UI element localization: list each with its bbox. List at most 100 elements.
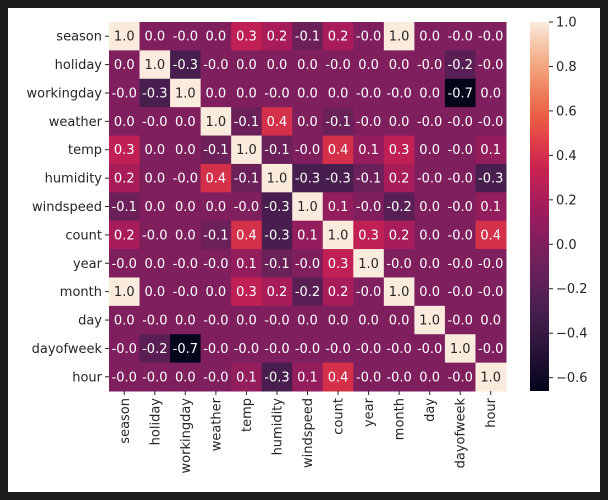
cell-value-humidity-humidity: 1.0 bbox=[267, 172, 288, 187]
heatmap-cell-hour-workingday bbox=[170, 362, 202, 392]
cell-value-temp-weather: -0.1 bbox=[203, 143, 228, 158]
cell-value-workingday-temp: 0.0 bbox=[236, 86, 257, 101]
cell-value-count-workingday: 0.0 bbox=[175, 228, 196, 243]
x-label-hour: hour bbox=[484, 397, 499, 427]
heatmap-cell-dayofweek-dayofweek bbox=[444, 334, 476, 364]
heatmap-cell-windspeed-month bbox=[383, 192, 415, 222]
cell-value-holiday-day: -0.0 bbox=[417, 58, 442, 73]
heatmap-cell-hour-weather bbox=[200, 362, 232, 392]
cell-value-season-season: 1.0 bbox=[114, 30, 135, 45]
cell-value-day-season: 0.0 bbox=[114, 314, 135, 329]
cell-value-hour-dayofweek: -0.0 bbox=[448, 370, 473, 385]
heatmap-cell-month-holiday bbox=[139, 277, 171, 307]
heatmap-cell-temp-humidity bbox=[261, 135, 293, 165]
heatmap-cell-weather-count bbox=[322, 107, 354, 137]
cell-value-year-season: -0.0 bbox=[112, 257, 137, 272]
cell-value-count-year: 0.3 bbox=[358, 228, 379, 243]
colorbar-tick-label: −0.2 bbox=[556, 282, 588, 297]
heatmap-cell-weather-weather bbox=[200, 107, 232, 137]
cell-value-day-dayofweek: -0.0 bbox=[448, 314, 473, 329]
heatmap-cell-dayofweek-humidity bbox=[261, 334, 293, 364]
heatmap-cell-season-season bbox=[109, 22, 141, 51]
heatmap-cell-holiday-holiday bbox=[139, 50, 171, 80]
heatmap-cell-weather-hour bbox=[475, 107, 507, 137]
heatmap-cell-year-month bbox=[383, 249, 415, 278]
heatmap-cell-season-temp bbox=[231, 22, 263, 51]
heatmap-cell-humidity-month bbox=[383, 163, 415, 193]
x-label-season: season bbox=[118, 398, 133, 444]
heatmap-cell-holiday-hour bbox=[475, 50, 507, 80]
cell-value-day-hour: 0.0 bbox=[480, 314, 501, 329]
cell-value-humidity-holiday: 0.0 bbox=[144, 172, 165, 187]
cell-value-hour-weather: -0.0 bbox=[203, 370, 228, 385]
heatmap-cell-day-hour bbox=[475, 305, 507, 335]
heatmap-cell-holiday-workingday bbox=[170, 50, 202, 80]
cell-value-holiday-count: -0.0 bbox=[325, 58, 350, 73]
heatmap-cell-dayofweek-season bbox=[109, 334, 141, 364]
cell-value-workingday-weather: 0.0 bbox=[206, 86, 227, 101]
heatmap-cell-season-year bbox=[353, 22, 385, 51]
heatmap-cell-year-hour bbox=[475, 249, 507, 278]
heatmap-cell-weather-year bbox=[353, 107, 385, 137]
cell-value-hour-windspeed: 0.1 bbox=[297, 370, 318, 385]
heatmap-cell-windspeed-year bbox=[353, 192, 385, 222]
cell-value-dayofweek-season: -0.0 bbox=[112, 342, 137, 357]
heatmap-cell-weather-workingday bbox=[170, 107, 202, 137]
heatmap-cell-season-weather bbox=[200, 22, 232, 51]
heatmap-cell-dayofweek-count bbox=[322, 334, 354, 364]
cell-value-temp-dayofweek: -0.0 bbox=[448, 143, 473, 158]
colorbar-tick-label: −0.6 bbox=[556, 371, 588, 386]
heatmap-cell-season-windspeed bbox=[292, 22, 324, 51]
y-label-temp: temp bbox=[68, 143, 102, 158]
cell-value-hour-season: -0.0 bbox=[112, 370, 137, 385]
cell-value-year-humidity: -0.1 bbox=[264, 257, 289, 272]
cell-value-temp-year: 0.1 bbox=[358, 143, 379, 158]
cell-value-holiday-season: 0.0 bbox=[114, 58, 135, 73]
y-label-month: month bbox=[60, 285, 102, 300]
heatmap-cell-dayofweek-windspeed bbox=[292, 334, 324, 364]
heatmap-cell-workingday-humidity bbox=[261, 78, 293, 108]
cell-value-hour-day: 0.0 bbox=[419, 370, 440, 385]
y-label-holiday: holiday bbox=[55, 58, 103, 73]
cell-value-hour-count: 0.4 bbox=[328, 370, 349, 385]
heatmap-cell-holiday-weather bbox=[200, 50, 232, 80]
heatmap-cell-temp-count bbox=[322, 135, 354, 165]
cell-value-workingday-count: 0.0 bbox=[328, 86, 349, 101]
heatmap-cell-count-workingday bbox=[170, 220, 202, 250]
heatmap-cell-year-year bbox=[353, 249, 385, 278]
cell-value-dayofweek-month: -0.0 bbox=[386, 342, 411, 357]
heatmap-cell-weather-temp bbox=[231, 107, 263, 137]
heatmap-cell-holiday-temp bbox=[231, 50, 263, 80]
cell-value-dayofweek-day: -0.0 bbox=[417, 342, 442, 357]
heatmap-cell-humidity-workingday bbox=[170, 163, 202, 193]
cell-value-month-count: 0.2 bbox=[328, 285, 349, 300]
cell-value-holiday-humidity: 0.0 bbox=[267, 58, 288, 73]
heatmap-cell-hour-month bbox=[383, 362, 415, 392]
heatmap-cell-season-day bbox=[414, 22, 446, 51]
cell-value-season-hour: -0.0 bbox=[478, 30, 503, 45]
heatmap-cell-temp-season bbox=[109, 135, 141, 165]
y-label-day: day bbox=[78, 314, 102, 329]
heatmap-cell-season-dayofweek bbox=[444, 22, 476, 51]
cell-value-dayofweek-temp: -0.0 bbox=[234, 342, 259, 357]
heatmap-cell-day-dayofweek bbox=[444, 305, 476, 335]
cell-value-hour-humidity: -0.3 bbox=[264, 370, 289, 385]
cell-value-windspeed-windspeed: 1.0 bbox=[297, 200, 318, 215]
heatmap-cell-workingday-hour bbox=[475, 78, 507, 108]
heatmap-cell-day-windspeed bbox=[292, 305, 324, 335]
heatmap-cell-count-dayofweek bbox=[444, 220, 476, 250]
cell-value-workingday-hour: 0.0 bbox=[480, 86, 501, 101]
cell-value-year-windspeed: -0.0 bbox=[295, 257, 320, 272]
x-label-holiday: holiday bbox=[148, 398, 163, 446]
heatmap-cell-humidity-season bbox=[109, 163, 141, 193]
cell-value-year-day: 0.0 bbox=[419, 257, 440, 272]
cell-value-month-year: -0.0 bbox=[356, 285, 381, 300]
cell-value-workingday-day: 0.0 bbox=[419, 86, 440, 101]
heatmap-cell-month-season bbox=[109, 277, 141, 307]
cell-value-month-hour: -0.0 bbox=[478, 285, 503, 300]
heatmap-cell-weather-humidity bbox=[261, 107, 293, 137]
cell-value-year-year: 1.0 bbox=[358, 257, 379, 272]
y-label-windspeed: windspeed bbox=[32, 200, 102, 215]
heatmap-cell-humidity-dayofweek bbox=[444, 163, 476, 193]
cell-value-day-windspeed: 0.0 bbox=[297, 314, 318, 329]
